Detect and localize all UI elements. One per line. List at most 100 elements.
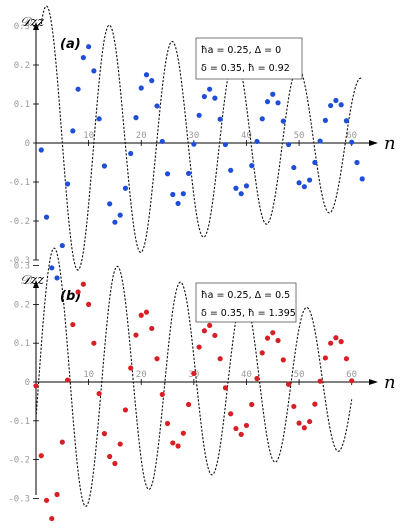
data-point	[243, 422, 250, 429]
data-point	[86, 301, 92, 307]
data-point	[264, 335, 271, 341]
data-point	[170, 440, 176, 446]
data-point	[59, 439, 65, 445]
data-point	[170, 191, 176, 198]
data-point	[38, 453, 44, 459]
data-point	[264, 99, 271, 105]
data-point	[91, 68, 97, 74]
x-tick-label: 30	[188, 131, 199, 141]
legend-box	[195, 37, 303, 80]
data-point	[154, 356, 160, 362]
data-point	[180, 430, 186, 436]
data-point	[201, 328, 207, 334]
data-point	[275, 100, 281, 106]
data-point	[59, 242, 65, 249]
data-point	[301, 184, 307, 190]
data-point	[233, 425, 239, 432]
data-point	[254, 138, 260, 145]
x-tick-label: 20	[136, 370, 147, 380]
legend-line-1: ħa = 0.25, Δ = 0.5	[201, 290, 290, 301]
panel-b: -0.3-0.2-0.100.10.20.3102030405060𝒟zzn(b…	[8, 247, 396, 522]
data-point	[75, 86, 81, 92]
data-point	[338, 339, 344, 345]
y-axis-arrow-icon	[33, 280, 39, 288]
data-point	[217, 356, 223, 362]
data-point	[185, 170, 192, 177]
data-point	[343, 356, 350, 362]
data-point	[107, 453, 113, 460]
data-point	[122, 185, 129, 191]
data-point	[80, 54, 86, 61]
data-point	[233, 185, 239, 191]
data-point	[154, 103, 160, 109]
legend-line-1: ħa = 0.25, Δ = 0	[201, 45, 281, 56]
data-point	[149, 78, 155, 84]
data-point	[133, 332, 139, 338]
data-point	[338, 102, 344, 108]
data-point	[43, 497, 50, 503]
y-tick-label: 0.3	[14, 22, 30, 32]
data-point	[159, 138, 165, 145]
data-point	[207, 322, 213, 328]
data-point	[191, 370, 197, 377]
data-point	[164, 420, 171, 427]
y-axis-title: 𝒟zz	[20, 273, 44, 288]
data-point	[191, 141, 197, 147]
data-point	[322, 117, 328, 123]
data-point	[280, 118, 286, 124]
data-point	[254, 375, 260, 382]
data-point	[249, 163, 255, 169]
y-tick-label: -0.3	[8, 494, 30, 504]
data-point	[143, 72, 150, 78]
data-point	[291, 164, 297, 171]
data-point	[49, 265, 55, 271]
x-tick-label: 60	[346, 370, 357, 380]
data-point	[175, 200, 181, 207]
data-point	[359, 176, 365, 182]
data-point	[86, 44, 92, 50]
y-tick-label: -0.1	[8, 417, 30, 427]
data-point	[64, 377, 71, 383]
data-point	[107, 201, 113, 207]
data-point	[143, 309, 150, 315]
data-point	[343, 118, 350, 124]
data-point	[149, 325, 155, 332]
x-axis-arrow-icon	[369, 140, 378, 146]
x-axis-arrow-icon	[369, 379, 378, 385]
x-tick-label: 60	[346, 131, 357, 141]
y-tick-label: 0.3	[14, 262, 30, 272]
y-tick-label: -0.1	[8, 178, 30, 188]
data-point	[117, 212, 123, 218]
data-point	[91, 340, 97, 346]
data-point	[312, 159, 318, 166]
panel-a: -0.3 -0.2 -0.1 0 0.1 0.2 0.3 10 20 30 40 50 60 𝒟zz n (a…	[8, 5, 396, 281]
y-tick-label: -0.2	[8, 456, 30, 466]
data-point	[80, 281, 86, 287]
data-point	[333, 97, 339, 104]
x-tick-label: 50	[294, 370, 305, 380]
data-point	[175, 443, 181, 449]
data-point	[270, 330, 276, 336]
x-tick-label: 40	[241, 370, 252, 380]
data-point	[228, 411, 234, 417]
data-point	[333, 335, 339, 341]
data-point	[101, 163, 107, 169]
data-point	[159, 391, 165, 398]
data-point	[296, 420, 302, 426]
y-tick-label: 0	[25, 378, 30, 388]
data-point	[112, 219, 118, 225]
data-point	[217, 116, 223, 122]
data-point	[64, 181, 71, 187]
data-point	[354, 159, 360, 166]
legend-line-2: δ = 0.35, ħ = 1.395	[201, 308, 296, 319]
data-point	[301, 425, 307, 431]
panel-label: (a)	[60, 37, 81, 52]
data-point	[196, 112, 202, 118]
data-point	[328, 102, 334, 109]
data-point	[328, 340, 334, 346]
data-point	[212, 332, 218, 339]
data-point	[54, 491, 60, 498]
data-point	[238, 191, 244, 197]
y-tick-label: 0.1	[14, 339, 30, 349]
